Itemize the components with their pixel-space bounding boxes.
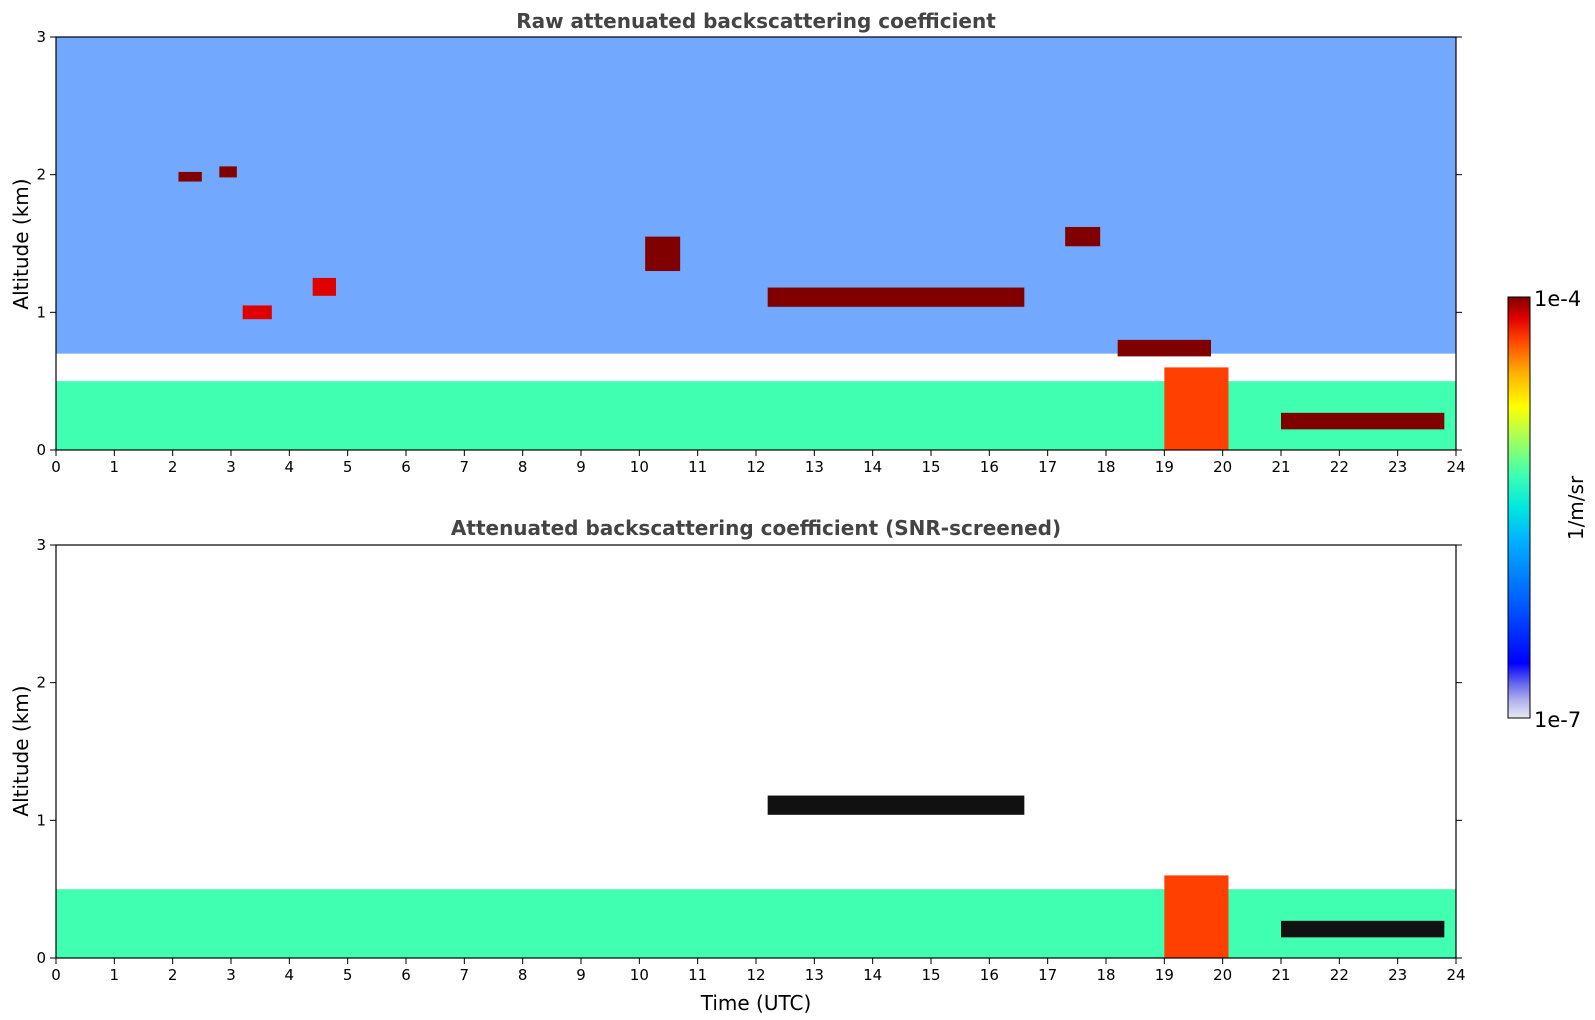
x-tick-label: 12 [746, 966, 765, 984]
x-tick-label: 17 [1038, 458, 1057, 476]
x-tick-label: 14 [863, 458, 882, 476]
x-tick-label: 11 [688, 458, 707, 476]
heatmap-precipitation [1164, 875, 1229, 958]
x-tick-label: 6 [401, 458, 411, 476]
y-tick-label: 0 [36, 441, 46, 459]
raw-x-ticks: 0 1 2 3 4 5 6 7 8 9 10 11 12 13 14 15 16 17 18 19 20 21 22 23 24 [51, 450, 1466, 476]
x-tick-label: 16 [980, 966, 999, 984]
screened-x-ticks: 0 1 2 3 4 5 6 7 8 9 10 11 12 13 14 15 16 17 18 19 20 21 22 23 24 [51, 958, 1466, 984]
x-tick-label: 21 [1271, 966, 1290, 984]
heatmap-cloud-layer [312, 277, 336, 296]
heatmap-cloud-layer [242, 305, 272, 320]
y-tick-label: 1 [36, 811, 46, 829]
screened-y-axis-label: Altitude (km) [9, 685, 33, 816]
y-tick-label: 1 [36, 303, 46, 321]
heatmap-cloud-layer [1281, 920, 1445, 938]
x-tick-label: 20 [1213, 458, 1232, 476]
y-tick-label: 0 [36, 949, 46, 967]
x-axis-label: Time (UTC) [700, 991, 812, 1015]
x-tick-label: 13 [805, 966, 824, 984]
raw-y-ticks: 0 1 2 3 [36, 28, 1462, 459]
heatmap-cloud-layer [178, 171, 202, 182]
x-tick-label: 3 [226, 458, 236, 476]
x-tick-label: 1 [110, 458, 120, 476]
x-tick-label: 23 [1388, 966, 1407, 984]
y-tick-label: 2 [36, 674, 46, 692]
heatmap-noise [56, 37, 1456, 354]
colorbar-max-label: 1e-4 [1534, 287, 1581, 311]
raw-heatmap [56, 37, 1456, 450]
x-tick-label: 4 [285, 458, 295, 476]
x-tick-label: 16 [980, 458, 999, 476]
x-tick-label: 24 [1446, 966, 1465, 984]
heatmap-cloud-layer [645, 236, 681, 272]
x-tick-label: 2 [168, 966, 178, 984]
colorbar-unit-label: 1/m/sr [1564, 475, 1588, 540]
x-tick-label: 18 [1096, 966, 1115, 984]
y-tick-label: 2 [36, 166, 46, 184]
colorbar-min-label: 1e-7 [1534, 708, 1581, 732]
x-tick-label: 2 [168, 458, 178, 476]
y-tick-label: 3 [36, 536, 46, 554]
x-tick-label: 14 [863, 966, 882, 984]
x-tick-label: 5 [343, 966, 353, 984]
x-tick-label: 4 [285, 966, 295, 984]
x-tick-label: 0 [51, 966, 61, 984]
x-tick-label: 9 [576, 966, 586, 984]
raw-panel-title: Raw attenuated backscattering coefficien… [516, 9, 996, 33]
heatmap-background-layer [56, 381, 1456, 450]
heatmap-cloud-layer [219, 166, 237, 178]
x-tick-label: 5 [343, 458, 353, 476]
screened-panel: Attenuated backscattering coefficient (S… [9, 516, 1466, 1015]
x-tick-label: 24 [1446, 458, 1465, 476]
raw-panel: Raw attenuated backscattering coefficien… [9, 9, 1466, 476]
heatmap-background-layer [56, 889, 1456, 958]
x-tick-label: 7 [460, 458, 470, 476]
x-tick-label: 9 [576, 458, 586, 476]
x-tick-label: 10 [630, 458, 649, 476]
heatmap-cloud-layer [767, 795, 1025, 815]
x-tick-label: 1 [110, 966, 120, 984]
y-tick-label: 3 [36, 28, 46, 46]
x-tick-label: 3 [226, 966, 236, 984]
x-tick-label: 19 [1155, 458, 1174, 476]
x-tick-label: 23 [1388, 458, 1407, 476]
heatmap-precipitation [1164, 367, 1229, 450]
x-tick-label: 10 [630, 966, 649, 984]
heatmap-cloud-layer [1065, 226, 1101, 247]
x-tick-label: 17 [1038, 966, 1057, 984]
x-tick-label: 8 [518, 966, 528, 984]
raw-y-axis-label: Altitude (km) [9, 178, 33, 309]
x-tick-label: 13 [805, 458, 824, 476]
screened-y-ticks: 0 1 2 3 [36, 536, 1462, 967]
x-tick-label: 12 [746, 458, 765, 476]
colorbar-gradient [1507, 296, 1531, 719]
x-tick-label: 6 [401, 966, 411, 984]
x-tick-label: 20 [1213, 966, 1232, 984]
x-tick-label: 15 [921, 458, 940, 476]
x-tick-label: 18 [1096, 458, 1115, 476]
x-tick-label: 22 [1330, 458, 1349, 476]
x-tick-label: 11 [688, 966, 707, 984]
x-tick-label: 0 [51, 458, 61, 476]
screened-panel-title: Attenuated backscattering coefficient (S… [451, 516, 1061, 540]
x-tick-label: 19 [1155, 966, 1174, 984]
screened-heatmap [56, 795, 1456, 958]
heatmap-cloud-layer [767, 287, 1025, 307]
colorbar: 1e-4 1e-7 1/m/sr [1507, 287, 1588, 732]
heatmap-cloud-layer [1117, 339, 1211, 357]
x-tick-label: 21 [1271, 458, 1290, 476]
heatmap-cloud-layer [1281, 412, 1445, 430]
x-tick-label: 15 [921, 966, 940, 984]
x-tick-label: 7 [460, 966, 470, 984]
x-tick-label: 22 [1330, 966, 1349, 984]
x-tick-label: 8 [518, 458, 528, 476]
